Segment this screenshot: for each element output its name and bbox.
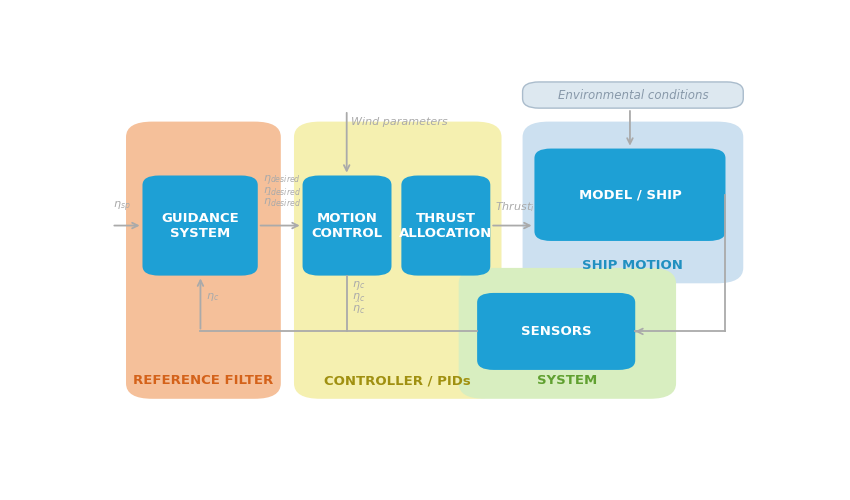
FancyBboxPatch shape: [523, 82, 743, 108]
FancyBboxPatch shape: [143, 176, 258, 276]
FancyBboxPatch shape: [535, 148, 725, 241]
Text: MODEL / SHIP: MODEL / SHIP: [579, 188, 682, 201]
Text: REFERENCE FILTER: REFERENCE FILTER: [133, 374, 274, 387]
Text: $\eta_{desired}$: $\eta_{desired}$: [263, 174, 301, 186]
FancyBboxPatch shape: [303, 176, 392, 276]
Text: GUIDANCE
SYSTEM: GUIDANCE SYSTEM: [162, 212, 239, 240]
FancyBboxPatch shape: [523, 122, 743, 284]
FancyBboxPatch shape: [401, 176, 490, 276]
Text: $\dot{\eta}_c$: $\dot{\eta}_c$: [352, 289, 366, 304]
Text: $\ddot{\eta}_c$: $\ddot{\eta}_c$: [352, 300, 366, 316]
Text: $\dot{\eta}_{desired}$: $\dot{\eta}_{desired}$: [263, 182, 301, 198]
Text: THRUST
ALLOCATION: THRUST ALLOCATION: [400, 212, 492, 240]
Text: $Thrust_i$: $Thrust_i$: [495, 200, 535, 214]
Text: $\eta_c$: $\eta_c$: [206, 291, 219, 303]
Text: CONTROLLER / PIDs: CONTROLLER / PIDs: [325, 374, 471, 387]
Text: MOTION
CONTROL: MOTION CONTROL: [311, 212, 382, 240]
Text: SHIP MOTION: SHIP MOTION: [582, 259, 683, 272]
FancyBboxPatch shape: [459, 268, 676, 399]
FancyBboxPatch shape: [126, 122, 280, 399]
Text: $\ddot{\eta}_{desired}$: $\ddot{\eta}_{desired}$: [263, 194, 301, 208]
Text: SENSORS: SENSORS: [521, 325, 592, 338]
Text: Wind parameters: Wind parameters: [351, 116, 448, 126]
Text: $\eta_c$: $\eta_c$: [352, 279, 366, 291]
Text: $\eta_{sp}$: $\eta_{sp}$: [113, 200, 131, 214]
FancyBboxPatch shape: [477, 293, 635, 370]
Text: NAVIGATION
SYSTEM: NAVIGATION SYSTEM: [521, 359, 614, 387]
Text: Environmental conditions: Environmental conditions: [558, 88, 708, 102]
FancyBboxPatch shape: [294, 122, 502, 399]
